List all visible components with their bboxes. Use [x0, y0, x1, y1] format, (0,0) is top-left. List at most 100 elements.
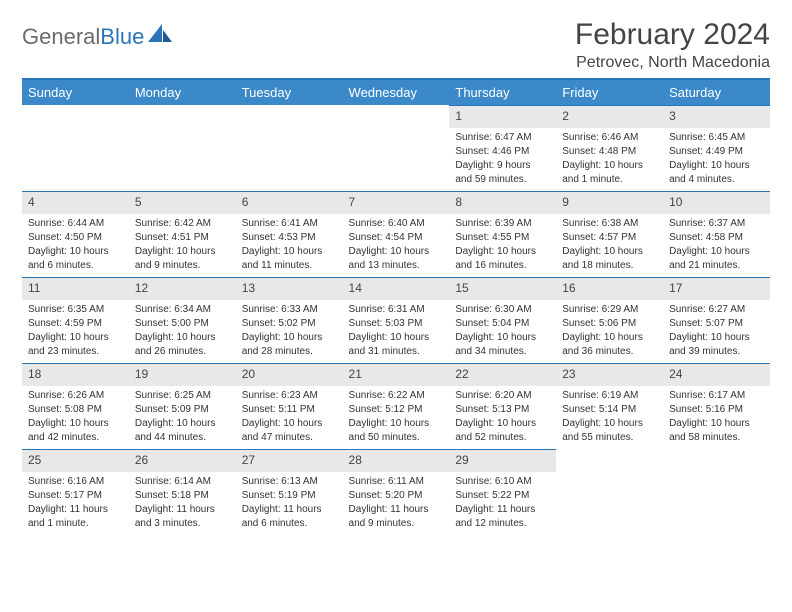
sunset-text: Sunset: 5:09 PM	[135, 403, 230, 416]
daylight-text: Daylight: 10 hours	[455, 245, 550, 258]
calendar-day: 4Sunrise: 6:44 AMSunset: 4:50 PMDaylight…	[22, 191, 129, 277]
daylight-text: Daylight: 10 hours	[562, 245, 657, 258]
day-number: 9	[556, 191, 663, 214]
sunset-text: Sunset: 5:04 PM	[455, 317, 550, 330]
calendar-day: 20Sunrise: 6:23 AMSunset: 5:11 PMDayligh…	[236, 363, 343, 449]
calendar-day: 8Sunrise: 6:39 AMSunset: 4:55 PMDaylight…	[449, 191, 556, 277]
sunset-text: Sunset: 4:53 PM	[242, 231, 337, 244]
day-body: Sunrise: 6:31 AMSunset: 5:03 PMDaylight:…	[343, 300, 450, 363]
daylight-text: and 44 minutes.	[135, 431, 230, 444]
day-body: Sunrise: 6:23 AMSunset: 5:11 PMDaylight:…	[236, 386, 343, 449]
daylight-text: and 58 minutes.	[669, 431, 764, 444]
calendar-day: 7Sunrise: 6:40 AMSunset: 4:54 PMDaylight…	[343, 191, 450, 277]
calendar-head: SundayMondayTuesdayWednesdayThursdayFrid…	[22, 80, 770, 105]
day-number: 2	[556, 105, 663, 128]
sunset-text: Sunset: 4:59 PM	[28, 317, 123, 330]
daylight-text: Daylight: 10 hours	[669, 159, 764, 172]
daylight-text: Daylight: 11 hours	[242, 503, 337, 516]
daylight-text: and 26 minutes.	[135, 345, 230, 358]
daylight-text: Daylight: 10 hours	[28, 417, 123, 430]
sunrise-text: Sunrise: 6:35 AM	[28, 303, 123, 316]
sunset-text: Sunset: 4:49 PM	[669, 145, 764, 158]
daylight-text: Daylight: 9 hours	[455, 159, 550, 172]
sunset-text: Sunset: 4:55 PM	[455, 231, 550, 244]
sunset-text: Sunset: 4:46 PM	[455, 145, 550, 158]
calendar-day: 5Sunrise: 6:42 AMSunset: 4:51 PMDaylight…	[129, 191, 236, 277]
day-number: 23	[556, 363, 663, 386]
day-number: 5	[129, 191, 236, 214]
day-body: Sunrise: 6:39 AMSunset: 4:55 PMDaylight:…	[449, 214, 556, 277]
calendar-day: 14Sunrise: 6:31 AMSunset: 5:03 PMDayligh…	[343, 277, 450, 363]
sunrise-text: Sunrise: 6:11 AM	[349, 475, 444, 488]
sunrise-text: Sunrise: 6:14 AM	[135, 475, 230, 488]
day-body: Sunrise: 6:35 AMSunset: 4:59 PMDaylight:…	[22, 300, 129, 363]
calendar-day: 2Sunrise: 6:46 AMSunset: 4:48 PMDaylight…	[556, 105, 663, 191]
calendar-week: 25Sunrise: 6:16 AMSunset: 5:17 PMDayligh…	[22, 449, 770, 535]
day-number: 19	[129, 363, 236, 386]
calendar-day: 22Sunrise: 6:20 AMSunset: 5:13 PMDayligh…	[449, 363, 556, 449]
calendar-day: 1Sunrise: 6:47 AMSunset: 4:46 PMDaylight…	[449, 105, 556, 191]
daylight-text: Daylight: 10 hours	[669, 331, 764, 344]
sunrise-text: Sunrise: 6:39 AM	[455, 217, 550, 230]
daylight-text: and 34 minutes.	[455, 345, 550, 358]
sunset-text: Sunset: 5:03 PM	[349, 317, 444, 330]
calendar-day: 18Sunrise: 6:26 AMSunset: 5:08 PMDayligh…	[22, 363, 129, 449]
sunrise-text: Sunrise: 6:38 AM	[562, 217, 657, 230]
location-subtitle: Petrovec, North Macedonia	[575, 54, 770, 72]
daylight-text: Daylight: 10 hours	[349, 245, 444, 258]
day-body: Sunrise: 6:22 AMSunset: 5:12 PMDaylight:…	[343, 386, 450, 449]
sunrise-text: Sunrise: 6:40 AM	[349, 217, 444, 230]
sunset-text: Sunset: 5:17 PM	[28, 489, 123, 502]
sunset-text: Sunset: 4:51 PM	[135, 231, 230, 244]
calendar-day	[556, 449, 663, 535]
weekday-header: Wednesday	[343, 80, 450, 105]
daylight-text: and 28 minutes.	[242, 345, 337, 358]
calendar-day: 10Sunrise: 6:37 AMSunset: 4:58 PMDayligh…	[663, 191, 770, 277]
weekday-header: Saturday	[663, 80, 770, 105]
daylight-text: and 21 minutes.	[669, 259, 764, 272]
day-number: 25	[22, 449, 129, 472]
daylight-text: and 42 minutes.	[28, 431, 123, 444]
day-number: 26	[129, 449, 236, 472]
day-body: Sunrise: 6:37 AMSunset: 4:58 PMDaylight:…	[663, 214, 770, 277]
day-body: Sunrise: 6:38 AMSunset: 4:57 PMDaylight:…	[556, 214, 663, 277]
daylight-text: and 39 minutes.	[669, 345, 764, 358]
day-number: 8	[449, 191, 556, 214]
day-body: Sunrise: 6:14 AMSunset: 5:18 PMDaylight:…	[129, 472, 236, 535]
day-body: Sunrise: 6:25 AMSunset: 5:09 PMDaylight:…	[129, 386, 236, 449]
day-body: Sunrise: 6:47 AMSunset: 4:46 PMDaylight:…	[449, 128, 556, 191]
day-number: 6	[236, 191, 343, 214]
header: GeneralBlue February 2024 Petrovec, Nort…	[22, 18, 770, 72]
day-body: Sunrise: 6:17 AMSunset: 5:16 PMDaylight:…	[663, 386, 770, 449]
daylight-text: Daylight: 11 hours	[455, 503, 550, 516]
calendar-day: 28Sunrise: 6:11 AMSunset: 5:20 PMDayligh…	[343, 449, 450, 535]
daylight-text: and 31 minutes.	[349, 345, 444, 358]
daylight-text: Daylight: 10 hours	[562, 331, 657, 344]
day-body: Sunrise: 6:45 AMSunset: 4:49 PMDaylight:…	[663, 128, 770, 191]
daylight-text: and 6 minutes.	[242, 517, 337, 530]
daylight-text: Daylight: 10 hours	[135, 331, 230, 344]
logo: GeneralBlue	[22, 18, 174, 50]
daylight-text: Daylight: 10 hours	[349, 417, 444, 430]
sunset-text: Sunset: 4:58 PM	[669, 231, 764, 244]
sunset-text: Sunset: 5:16 PM	[669, 403, 764, 416]
weekday-header: Friday	[556, 80, 663, 105]
day-number: 18	[22, 363, 129, 386]
sunrise-text: Sunrise: 6:22 AM	[349, 389, 444, 402]
daylight-text: Daylight: 10 hours	[242, 331, 337, 344]
daylight-text: Daylight: 10 hours	[669, 245, 764, 258]
daylight-text: and 55 minutes.	[562, 431, 657, 444]
day-body: Sunrise: 6:34 AMSunset: 5:00 PMDaylight:…	[129, 300, 236, 363]
sunrise-text: Sunrise: 6:42 AM	[135, 217, 230, 230]
day-number: 14	[343, 277, 450, 300]
sunset-text: Sunset: 4:57 PM	[562, 231, 657, 244]
sunrise-text: Sunrise: 6:37 AM	[669, 217, 764, 230]
day-body: Sunrise: 6:33 AMSunset: 5:02 PMDaylight:…	[236, 300, 343, 363]
sunrise-text: Sunrise: 6:20 AM	[455, 389, 550, 402]
sunrise-text: Sunrise: 6:25 AM	[135, 389, 230, 402]
daylight-text: Daylight: 11 hours	[28, 503, 123, 516]
calendar-week: 4Sunrise: 6:44 AMSunset: 4:50 PMDaylight…	[22, 191, 770, 277]
day-body: Sunrise: 6:30 AMSunset: 5:04 PMDaylight:…	[449, 300, 556, 363]
day-body: Sunrise: 6:10 AMSunset: 5:22 PMDaylight:…	[449, 472, 556, 535]
calendar-table: SundayMondayTuesdayWednesdayThursdayFrid…	[22, 80, 770, 535]
